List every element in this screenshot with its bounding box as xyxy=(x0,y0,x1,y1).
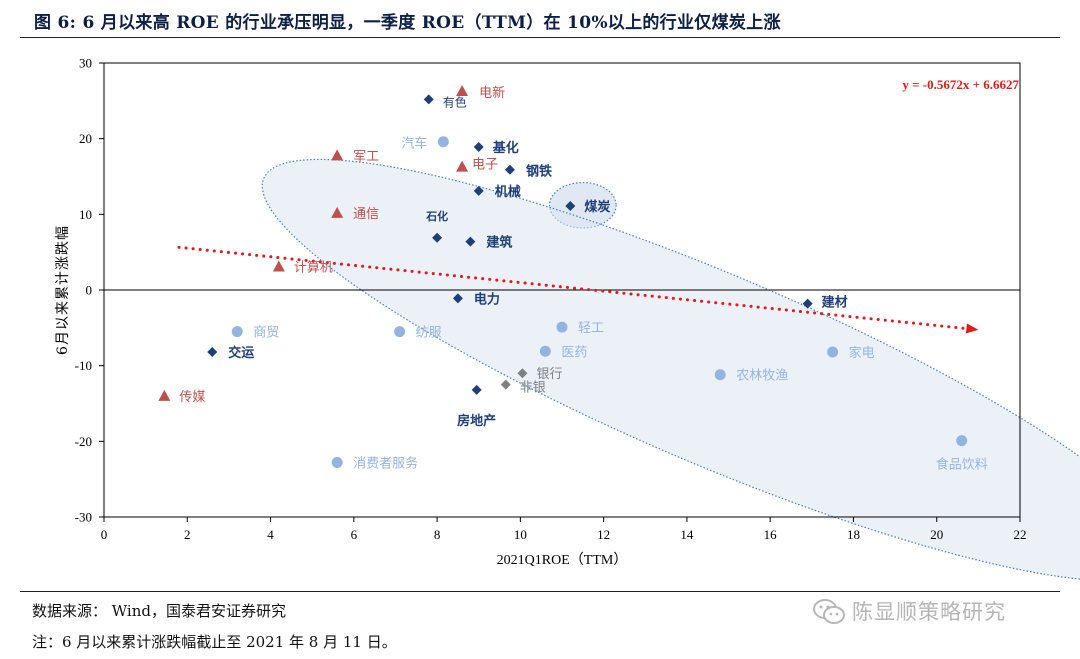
point-label: 建材 xyxy=(822,295,848,311)
point-label: 电新 xyxy=(479,85,505,101)
highlight-ellipse-high-roe xyxy=(261,158,1080,582)
point-diamond xyxy=(207,347,218,358)
footnote: 注：6 月以来累计涨跌幅截止至 2021 年 8 月 11 日。 xyxy=(32,633,397,651)
point-label: 煤炭 xyxy=(584,199,610,215)
x-tick-label: 16 xyxy=(764,527,778,542)
x-tick-label: 18 xyxy=(847,527,860,542)
point-label: 轻工 xyxy=(578,321,604,336)
x-tick-label: 14 xyxy=(680,527,694,542)
point-triangle xyxy=(158,389,171,401)
point-diamond xyxy=(471,384,482,395)
point-label: 房地产 xyxy=(457,413,496,429)
point-label: 银行 xyxy=(536,367,562,382)
point-label: 电子 xyxy=(472,158,498,173)
point-diamond xyxy=(473,141,484,152)
point-triangle xyxy=(331,206,344,218)
point-diamond xyxy=(473,185,484,196)
source-note: 数据来源： Wind，国泰君安证券研究 xyxy=(32,602,286,620)
point-label: 通信 xyxy=(353,207,379,222)
x-tick-label: 2 xyxy=(184,527,191,542)
point-label: 机械 xyxy=(495,184,521,200)
watermark-text: 陈显顺策略研究 xyxy=(852,600,1006,624)
point-label: 农林牧渔 xyxy=(736,369,788,384)
point-label: 商贸 xyxy=(253,326,279,341)
point-label: 纺服 xyxy=(416,326,442,341)
x-tick-label: 6 xyxy=(351,527,358,542)
y-tick-label: 0 xyxy=(86,283,93,298)
y-tick-label: -30 xyxy=(75,510,92,525)
trendline xyxy=(177,245,974,331)
y-tick-label: 30 xyxy=(79,56,92,71)
point-diamond xyxy=(465,236,476,247)
highlight-regions xyxy=(261,158,1080,582)
point-label: 石化 xyxy=(425,209,448,223)
footer-divider xyxy=(20,591,1060,592)
point-label: 建筑 xyxy=(486,235,512,251)
y-axis-ticks: 30 20 10 0 -10 -20 -30 xyxy=(75,56,104,525)
point-diamond xyxy=(504,164,515,175)
y-axis-label: 6月以来累计涨跌幅 xyxy=(55,225,71,355)
point-label: 医药 xyxy=(561,345,587,360)
point-diamond xyxy=(452,293,463,304)
point-label: 非银 xyxy=(520,381,546,396)
point-triangle xyxy=(456,84,469,96)
x-axis-label: 2021Q1ROE（TTM） xyxy=(497,552,628,568)
point-label: 交运 xyxy=(228,345,254,361)
point-circle xyxy=(231,326,243,338)
point-label: 基化 xyxy=(492,140,519,156)
point-diamond xyxy=(517,368,528,379)
point-circle xyxy=(539,345,551,357)
data-points xyxy=(158,84,968,469)
y-tick-label: 10 xyxy=(79,207,92,222)
point-triangle xyxy=(331,149,344,161)
point-circle xyxy=(956,435,968,447)
title-divider xyxy=(20,37,1060,38)
x-tick-label: 12 xyxy=(597,527,610,542)
point-diamond xyxy=(432,232,443,243)
point-label: 电力 xyxy=(474,291,500,307)
trendline-arrowhead xyxy=(965,323,979,334)
x-axis-ticks: 0 2 4 6 8 10 12 14 16 18 20 22 xyxy=(101,517,1027,542)
x-tick-label: 20 xyxy=(930,527,943,542)
y-tick-label: 20 xyxy=(79,131,92,146)
x-tick-label: 8 xyxy=(434,527,441,542)
point-triangle xyxy=(272,260,285,272)
point-label: 计算机 xyxy=(294,261,333,276)
x-tick-label: 4 xyxy=(267,527,274,542)
x-tick-label: 0 xyxy=(101,527,108,542)
point-label: 家电 xyxy=(849,345,875,361)
point-diamond xyxy=(423,94,434,105)
point-diamond xyxy=(500,379,511,390)
figure-title: 图 6: 6 月以来高 ROE 的行业承压明显，一季度 ROE（TTM）在 10… xyxy=(34,13,781,33)
point-label: 军工 xyxy=(353,149,379,164)
wechat-icon xyxy=(813,599,845,624)
point-circle xyxy=(394,326,406,338)
point-label: 汽车 xyxy=(401,136,427,152)
point-diamond xyxy=(802,298,813,309)
point-label: 有色 xyxy=(443,95,467,109)
point-triangle xyxy=(456,160,469,172)
x-tick-label: 22 xyxy=(1014,527,1027,542)
point-circle xyxy=(331,457,343,469)
point-circle xyxy=(827,346,839,358)
point-circle xyxy=(556,321,568,333)
point-circle xyxy=(714,369,726,381)
point-label: 消费者服务 xyxy=(353,456,418,472)
point-label: 钢铁 xyxy=(526,164,552,180)
trendline-group xyxy=(177,245,979,334)
y-tick-label: -10 xyxy=(75,358,92,373)
point-diamond xyxy=(565,201,576,212)
point-label: 食品饮料 xyxy=(936,457,988,473)
trendline-equation: y = -0.5672x + 6.6627 xyxy=(902,77,1019,92)
x-tick-label: 10 xyxy=(514,527,527,542)
point-label: 传媒 xyxy=(179,390,205,405)
y-tick-label: -20 xyxy=(75,434,92,449)
point-circle xyxy=(437,136,449,148)
